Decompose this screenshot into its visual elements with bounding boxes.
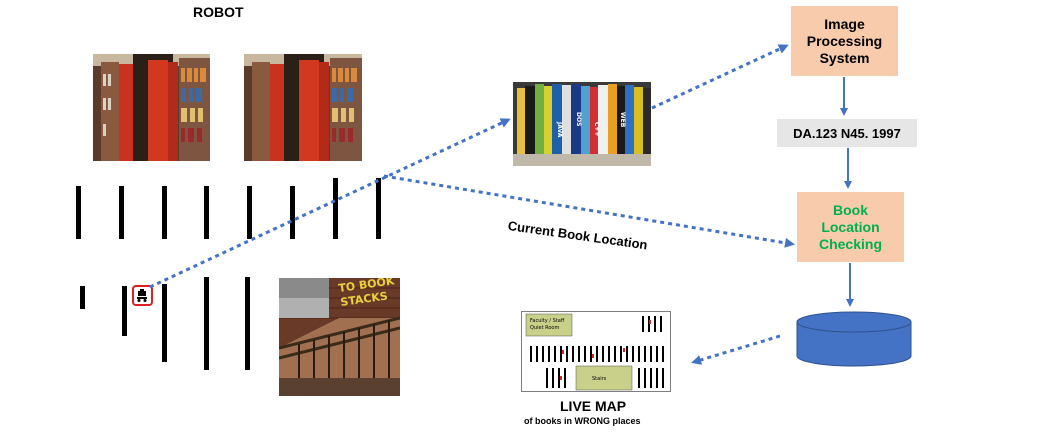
live-map-title: LIVE MAP bbox=[560, 398, 627, 414]
svg-text:WEB: WEB bbox=[619, 112, 626, 128]
call-number-label: DA.123 N45. 1997 bbox=[777, 119, 917, 147]
robot-marker[interactable] bbox=[132, 285, 153, 306]
live-map[interactable]: Faculty / Staff Quiet Room Stairs bbox=[521, 311, 671, 392]
books-photo: JAVA DOS C++ WEB bbox=[513, 82, 651, 166]
svg-text:C++: C++ bbox=[593, 122, 600, 136]
robot-icon bbox=[137, 289, 147, 302]
call-number-text: DA.123 N45. 1997 bbox=[793, 125, 901, 141]
book-location-label: Book Location Checking bbox=[818, 201, 882, 252]
book-location-checking-box[interactable]: Book Location Checking bbox=[797, 192, 904, 262]
svg-text:Quiet Room: Quiet Room bbox=[530, 325, 559, 331]
image-processing-label: Image Processing System bbox=[806, 15, 883, 66]
lower-shelf-row bbox=[80, 277, 250, 370]
live-map-subtitle: of books in WRONG places bbox=[524, 416, 641, 426]
library-shelves-photo-2 bbox=[244, 54, 362, 161]
image-processing-box[interactable]: Image Processing System bbox=[791, 6, 898, 76]
robot-label: ROBOT bbox=[193, 4, 244, 20]
arrow-database-to-map bbox=[691, 334, 781, 365]
stairs-photo: TO BOOK STACKS bbox=[279, 278, 400, 396]
svg-text:JAVA: JAVA bbox=[556, 121, 563, 138]
library-shelves-photo-1 bbox=[93, 54, 210, 161]
map-faculty-label: Faculty / Staff bbox=[530, 318, 565, 324]
svg-text:DOS: DOS bbox=[575, 112, 582, 126]
map-stairs-label: Stairs bbox=[592, 376, 607, 382]
arrow-books-to-processing bbox=[651, 44, 789, 110]
upper-shelf-row bbox=[76, 178, 381, 239]
current-book-location-label: Current Book Location bbox=[506, 218, 649, 253]
